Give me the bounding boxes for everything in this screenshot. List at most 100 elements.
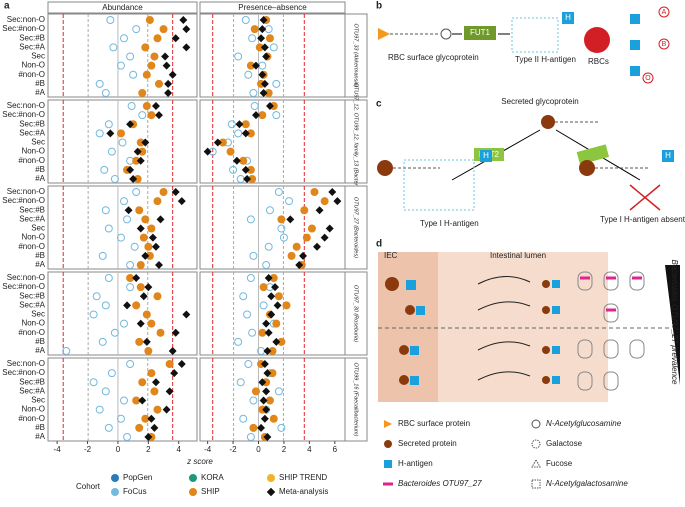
meta-point xyxy=(272,337,281,346)
cohort-point xyxy=(141,43,150,52)
cohort-point xyxy=(259,301,268,310)
legend-icon xyxy=(531,458,541,468)
cohort-point xyxy=(147,111,156,120)
o-label: O xyxy=(645,75,651,82)
cohort-point xyxy=(153,197,162,206)
label: RBCs xyxy=(588,57,609,66)
row-label: #A xyxy=(35,260,45,269)
row-label: Sec xyxy=(31,310,45,319)
cross xyxy=(629,184,661,211)
cohort-point xyxy=(129,70,138,79)
cohort-point xyxy=(150,52,159,61)
cohort-point xyxy=(269,414,278,423)
row-label: Non-O xyxy=(21,319,45,328)
row-label: Sec:#A xyxy=(19,300,45,309)
cohort-point xyxy=(101,89,110,97)
label: Type I H-antigen absent xyxy=(600,215,685,224)
cohort-point xyxy=(118,138,127,147)
cohort-point xyxy=(265,206,274,215)
cohort-point xyxy=(116,414,125,423)
row-label: Sec:#non-O xyxy=(2,368,45,377)
x-tick-label: 2 xyxy=(146,445,151,454)
panel-letter: b xyxy=(376,1,382,12)
cohort-point xyxy=(104,274,113,282)
legend-label: Secreted protein xyxy=(398,439,457,448)
meta-point xyxy=(171,188,180,196)
cohort-point xyxy=(277,215,286,224)
legend-label: Bacteroides OTU97_27 xyxy=(398,479,482,488)
meta-point xyxy=(150,423,159,432)
cohort-point xyxy=(135,423,144,432)
h-label: H xyxy=(665,151,671,160)
row-label: #A xyxy=(35,346,45,355)
panel-c: Secreted glycoprotein FUT2 H Type I H-an… xyxy=(377,97,685,228)
legend-label: N-Acetylglucosamine xyxy=(546,419,622,428)
cohort-point xyxy=(126,261,135,269)
meta-point xyxy=(313,242,321,251)
cohort-point xyxy=(165,360,174,368)
meta-point xyxy=(260,414,269,423)
legend-label: Meta-analysis xyxy=(279,487,328,496)
cohort-point xyxy=(138,111,147,120)
cohort-point xyxy=(95,129,104,138)
cohort-point xyxy=(244,70,253,79)
cohort-point xyxy=(104,423,113,432)
row-label: Sec:#B xyxy=(19,119,45,128)
meta-point xyxy=(286,215,295,224)
cohort-point xyxy=(116,61,125,70)
plot-frame xyxy=(47,185,198,270)
cohort-point xyxy=(139,233,148,242)
cohort-point xyxy=(89,310,98,319)
row-label: Sec xyxy=(31,52,45,61)
cohort-point xyxy=(246,274,255,282)
label: IEC xyxy=(384,251,398,260)
bacteria xyxy=(577,271,645,391)
legend-title: Cohort xyxy=(76,482,101,491)
panel-letter: c xyxy=(376,99,382,110)
meta-point xyxy=(262,405,271,414)
row-label: Non-O xyxy=(21,147,45,156)
cohort-point xyxy=(244,360,253,368)
a-label: A xyxy=(662,9,667,16)
meta-point xyxy=(320,233,329,242)
h-label: H xyxy=(483,151,489,160)
rbc xyxy=(584,27,610,53)
label: Type II H-antigen xyxy=(515,55,576,64)
strip-label: OTU97_12, OTU99_12, family_13 (Bacteroid… xyxy=(353,83,359,201)
cohort-point xyxy=(110,328,119,337)
row-label: #non-O xyxy=(18,156,45,165)
cohort-point xyxy=(127,102,136,110)
meta-point xyxy=(328,188,337,196)
meta-point xyxy=(263,347,272,355)
legend-swatch xyxy=(267,474,275,482)
cohort-point xyxy=(135,337,144,346)
cohort-point xyxy=(234,337,243,346)
strip-label: OTU97_27 (Bacteroides) xyxy=(353,197,359,258)
meta-point xyxy=(147,414,156,423)
cohort-point xyxy=(130,242,139,251)
meta-point xyxy=(182,310,191,319)
x-tick-label: 0 xyxy=(256,445,261,454)
legend-icon xyxy=(384,420,392,428)
b-label: B xyxy=(662,41,667,48)
cohort-point xyxy=(147,319,156,328)
meta-point xyxy=(162,405,171,414)
label: Secreted glycoprotein xyxy=(501,97,578,106)
cohort-point xyxy=(142,70,151,79)
cohort-point xyxy=(142,310,151,319)
meta-point xyxy=(136,224,145,233)
meta-point xyxy=(168,70,177,79)
legend-swatch xyxy=(111,474,119,482)
cohort-point xyxy=(246,215,255,224)
meta-point xyxy=(124,206,133,215)
sugar xyxy=(440,28,452,40)
cohort-point xyxy=(159,188,168,196)
h-icon xyxy=(630,14,640,24)
row-label: Sec xyxy=(31,138,45,147)
cohort-point xyxy=(95,405,104,414)
cohort-point xyxy=(120,34,129,43)
cohort-point xyxy=(104,224,113,233)
meta-point xyxy=(141,251,150,260)
row-label: Sec xyxy=(31,396,45,405)
